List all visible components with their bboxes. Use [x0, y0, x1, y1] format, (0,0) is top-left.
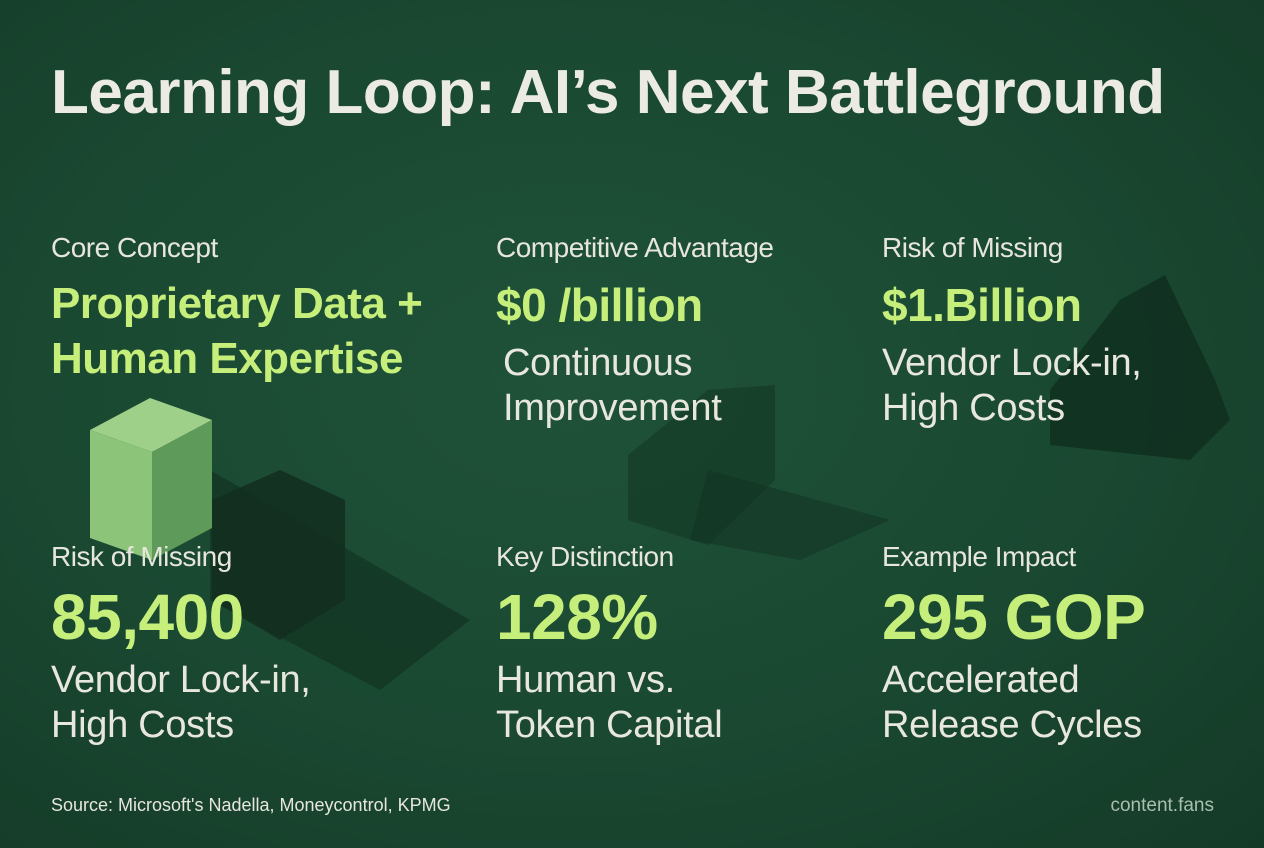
card-label: Competitive Advantage	[496, 232, 774, 263]
card-description: High Costs	[882, 387, 1065, 429]
card-value: 85,400	[51, 581, 244, 653]
shadow	[690, 470, 890, 560]
card-value: Human Expertise	[51, 334, 403, 383]
card-value: $1.Billion	[882, 279, 1082, 331]
cube-side	[90, 430, 152, 560]
card-description: Vendor Lock-in,	[882, 342, 1142, 384]
card-description: Accelerated	[882, 659, 1080, 701]
card-description: Token Capital	[496, 704, 723, 746]
card-value: $0 /billion	[496, 279, 703, 331]
cube-top	[90, 398, 212, 452]
card-label: Core Concept	[51, 232, 218, 263]
brand: content.fans	[1110, 795, 1214, 816]
dark-block	[212, 470, 345, 640]
card-label: Example Impact	[882, 541, 1076, 572]
source: Source: Microsoft's Nadella, Moneycontro…	[51, 795, 451, 815]
cube-side	[152, 420, 212, 560]
card-description: Improvement	[503, 387, 722, 429]
dark-block	[1050, 275, 1230, 460]
card-value: 295 GOP	[882, 581, 1146, 653]
card-label: Risk of Missing	[51, 541, 232, 572]
card-description: Release Cycles	[882, 704, 1142, 746]
card-value: 128%	[496, 581, 658, 653]
card-description: Vendor Lock-in,	[51, 659, 311, 701]
card-label: Key Distinction	[496, 541, 674, 572]
card-label: Risk of Missing	[882, 232, 1063, 263]
card-description: Human vs.	[496, 659, 675, 701]
title: Learning Loop: AI’s Next Battleground	[51, 58, 1165, 127]
card-description: Continuous	[503, 342, 693, 384]
card-description: High Costs	[51, 704, 234, 746]
card-value: Proprietary Data +	[51, 279, 423, 328]
